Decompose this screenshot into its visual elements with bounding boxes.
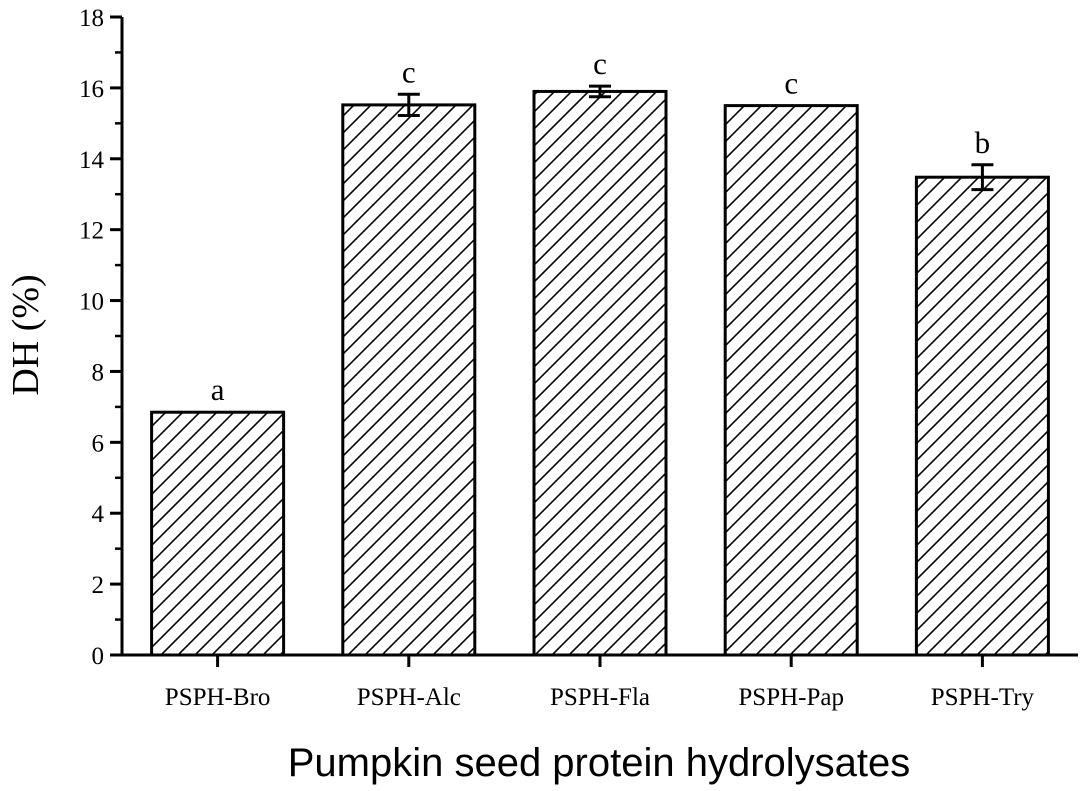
significance-letter: a (211, 372, 225, 407)
significance-letter: c (593, 46, 607, 81)
significance-letter: c (784, 66, 798, 101)
bar-psph-fla (532, 89, 668, 657)
significance-letter: b (975, 125, 991, 160)
bar-psph-alc (341, 103, 477, 657)
y-axis-label: DH (%) (5, 274, 47, 395)
bar-psph-pap (723, 104, 859, 657)
bar-psph-bro (150, 410, 286, 657)
y-tick-label: 0 (92, 643, 105, 670)
x-tick-label: PSPH-Try (931, 684, 1035, 711)
x-tick-label: PSPH-Alc (357, 684, 461, 711)
y-tick-label: 12 (79, 218, 104, 245)
y-axis-ticks: 0 2 4 6 8 10 12 14 16 18 (79, 5, 122, 670)
x-axis-ticks: PSPH-Bro PSPH-Alc PSPH-Fla PSPH-Pap PSPH-Try (165, 655, 1035, 711)
error-bars (397, 84, 994, 192)
x-tick-label: PSPH-Fla (550, 684, 650, 711)
x-axis-label: Pumpkin seed protein hydrolysates (288, 741, 911, 785)
bar-psph-try (914, 175, 1050, 657)
significance-letter: c (402, 54, 416, 89)
bars (150, 89, 1050, 657)
y-tick-label: 14 (79, 147, 105, 174)
y-tick-label: 2 (92, 572, 105, 599)
x-tick-label: PSPH-Bro (165, 684, 271, 711)
y-tick-label: 10 (79, 289, 104, 316)
y-tick-label: 18 (79, 5, 104, 32)
y-tick-label: 8 (92, 359, 105, 386)
x-tick-label: PSPH-Pap (738, 684, 844, 711)
significance-letters: a c c c b (211, 46, 990, 407)
y-tick-label: 6 (92, 430, 105, 457)
y-tick-label: 4 (92, 501, 105, 528)
y-tick-label: 16 (79, 76, 104, 103)
